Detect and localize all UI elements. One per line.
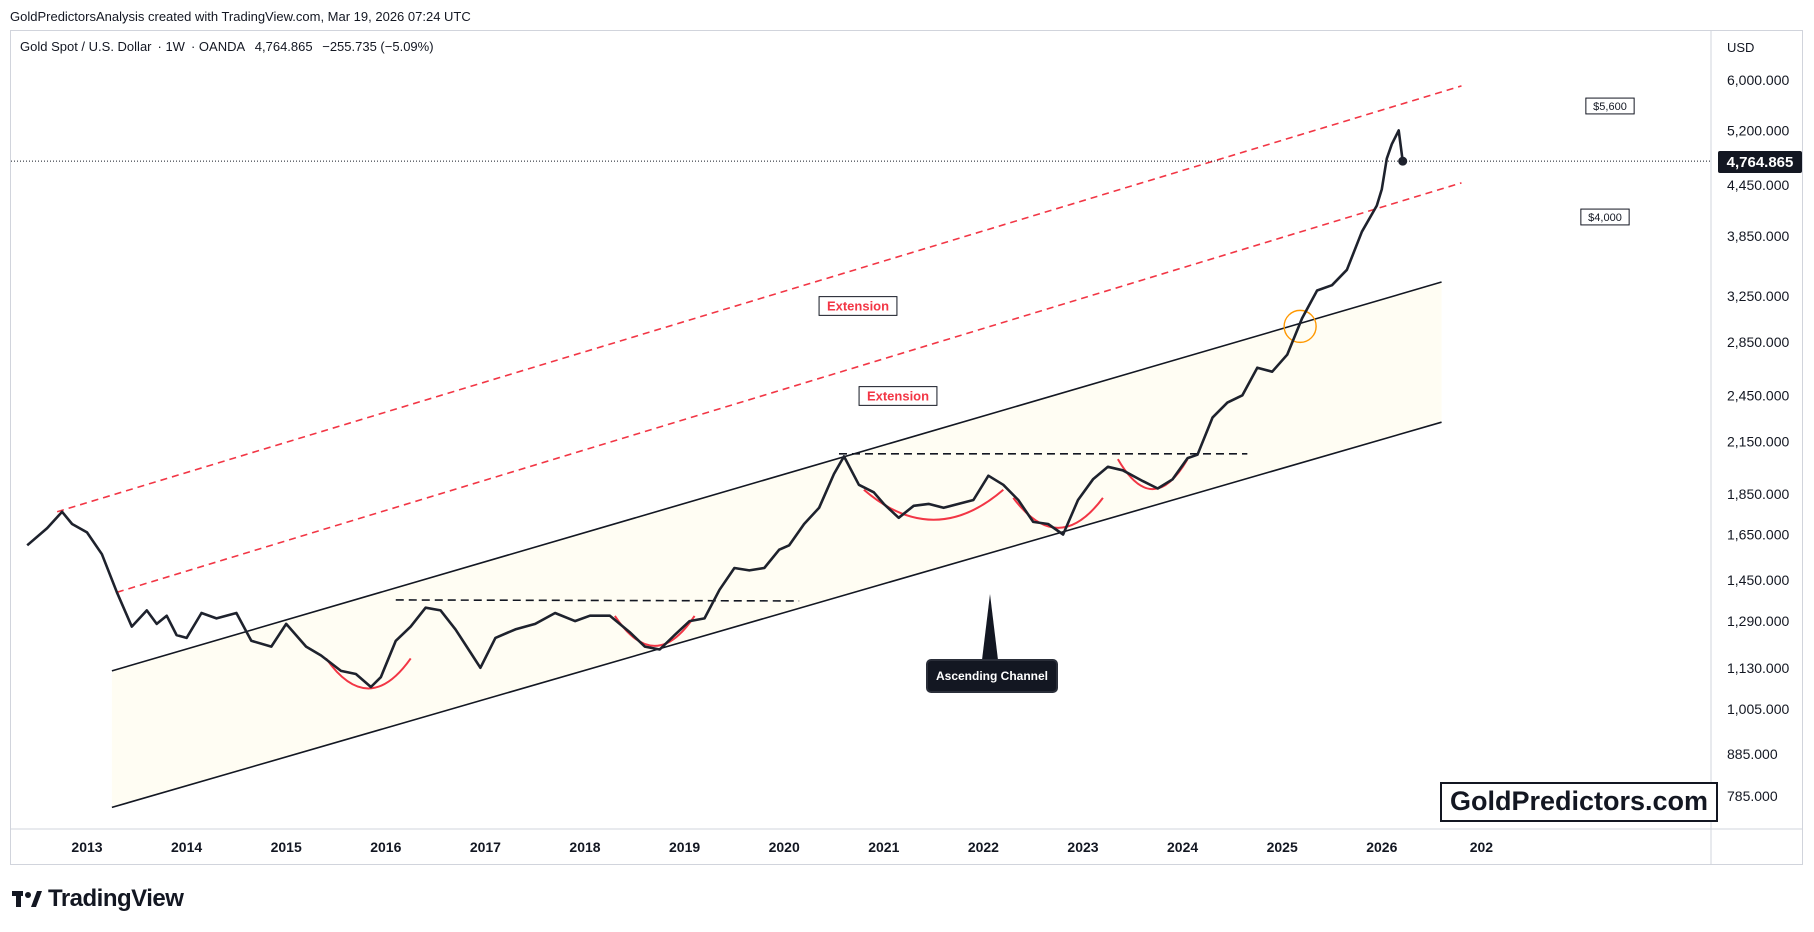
year-tick-label: 2014 [171, 839, 202, 855]
price-tick-label: 6,000.000 [1727, 72, 1789, 88]
tradingview-logo-icon [12, 889, 42, 909]
target-label-4000-box [1580, 208, 1630, 226]
breakout-circle [1283, 309, 1317, 344]
ascending-channel-label: Ascending Channel [926, 659, 1058, 693]
gold-price-line [26, 129, 1404, 689]
extension-label-lower: Extension [858, 386, 938, 406]
price-tick-label: 1,290.000 [1727, 613, 1789, 629]
price-tick-label: 1,850.000 [1727, 486, 1789, 502]
target-label-5600-box [1585, 97, 1635, 115]
price-tick-label: 3,250.000 [1727, 288, 1789, 304]
channel-lower-line [111, 421, 1442, 809]
symbol-change: −255.735 (−5.09%) [322, 39, 434, 54]
price-tick-label: 785.000 [1727, 788, 1778, 804]
rounding-bottom-arc-3 [863, 489, 1004, 521]
time-axis-ticks: 2013 2014 2015 2016 2017 2018 2019 2020 2021 2022… [71, 839, 1493, 855]
price-tick-label: 2,150.000 [1727, 433, 1789, 449]
year-tick-label: 2021 [868, 839, 899, 855]
symbol-last-price: 4,764.865 [254, 39, 313, 54]
year-tick-label: 2024 [1167, 839, 1198, 855]
year-tick-label: 2023 [1067, 839, 1098, 855]
year-tick-label: 2013 [71, 839, 102, 855]
price-tick-label: 4,450.000 [1727, 177, 1789, 193]
channel-pointer [982, 594, 998, 660]
symbol-legend[interactable]: Gold Spot / U.S. Dollar · 1W · OANDA 4,764… [20, 39, 434, 54]
price-tick-label: 1,130.000 [1727, 660, 1789, 676]
price-tick-label: 885.000 [1727, 746, 1778, 762]
extension-label-upper: Extension [818, 296, 898, 316]
year-tick-label: 2020 [769, 839, 800, 855]
extension-line-upper [56, 85, 1462, 513]
year-tick-label: 2019 [669, 839, 700, 855]
year-tick-label: 2022 [968, 839, 999, 855]
extension-label-upper-box [818, 296, 898, 316]
price-tick-label: 1,650.000 [1727, 526, 1789, 542]
symbol-source: OANDA [198, 39, 246, 54]
rounding-bottom-arc-1 [325, 657, 412, 690]
price-tick-label: 5,200.000 [1727, 122, 1789, 138]
target-label-4000: $4,000 [1580, 208, 1630, 226]
watermark-box: GoldPredictors.com [1440, 782, 1719, 822]
tradingview-logo[interactable]: TradingView [12, 885, 184, 913]
chart-frame [10, 30, 1803, 865]
price-axis-ticks: 6,000.000 5,200.000 4,450.000 3,850.000 3,25… [1727, 72, 1789, 804]
target-label-5600: $5,600 [1585, 97, 1635, 115]
price-tick-label: 1,450.000 [1727, 572, 1789, 588]
extension-line-lower [116, 182, 1462, 594]
extension-label-lower-text: Extension [867, 389, 929, 404]
channel-fill [111, 282, 1442, 808]
symbol-name: Gold Spot / U.S. Dollar [20, 39, 152, 54]
year-tick-label: 2026 [1366, 839, 1397, 855]
tradingview-wordmark: TradingView [48, 885, 184, 912]
extension-label-lower-box [858, 386, 938, 406]
channel-upper-line [111, 281, 1442, 672]
price-tick-label: 2,450.000 [1727, 387, 1789, 403]
currency-label[interactable]: USD [1727, 40, 1755, 55]
target-label-4000-text: $4,000 [1588, 212, 1622, 224]
extension-label-upper-text: Extension [827, 299, 889, 314]
last-price-marker [1398, 156, 1408, 166]
symbol-interval: 1W [165, 39, 185, 54]
year-tick-label: 202 [1470, 839, 1494, 855]
year-tick-label: 2015 [271, 839, 302, 855]
price-tick-label: 1,005.000 [1727, 701, 1789, 717]
chart-credit: GoldPredictorsAnalysis created with Trad… [10, 9, 471, 24]
target-label-5600-text: $5,600 [1593, 101, 1627, 113]
price-tick-label: 3,850.000 [1727, 228, 1789, 244]
resistance-line-2016 [395, 599, 800, 602]
current-price-tag: 4,764.865 [1718, 151, 1802, 173]
price-tick-label: 2,850.000 [1727, 334, 1789, 350]
year-tick-label: 2016 [370, 839, 401, 855]
year-tick-label: 2025 [1267, 839, 1298, 855]
year-tick-label: 2017 [470, 839, 501, 855]
year-tick-label: 2018 [569, 839, 600, 855]
